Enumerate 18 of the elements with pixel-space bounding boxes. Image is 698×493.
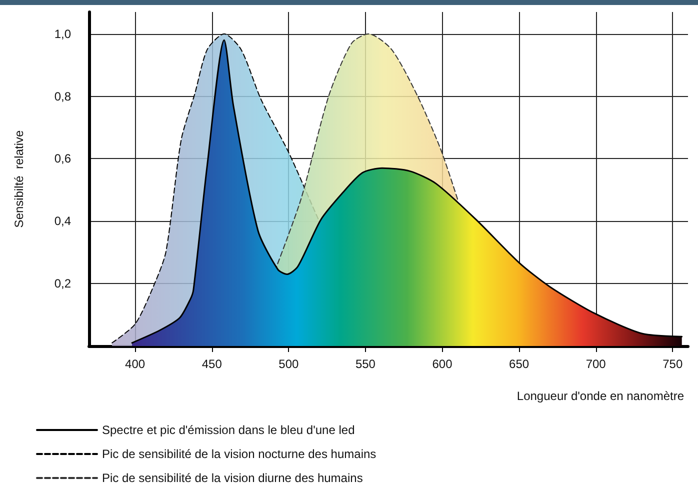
x-axis-title: Longueur d'onde en nanomètre (516, 389, 684, 403)
legend-label: Spectre et pic d'émission dans le bleu d'une led (102, 423, 355, 437)
x-tick-label: 400 (125, 357, 146, 371)
x-tick-label: 550 (355, 357, 376, 371)
x-tick-label: 500 (278, 357, 299, 371)
legend-label: Pic de sensibilité de la vision diurne des humains (102, 471, 363, 485)
x-tick-label: 700 (586, 357, 606, 371)
y-tick-label: 0,6 (54, 152, 72, 166)
x-tick-label: 650 (509, 357, 530, 371)
x-tick-label: 750 (662, 357, 683, 371)
x-tick-label: 600 (432, 357, 453, 371)
y-tick-label: 0,2 (54, 276, 72, 291)
y-tick-label: 0,8 (54, 89, 72, 104)
y-axis-title: Sensibilté relative (12, 130, 26, 228)
y-tick-label: 1,0 (54, 26, 72, 41)
x-tick-label: 450 (202, 357, 222, 371)
y-tick-label: 0,4 (54, 214, 72, 228)
legend-label: Pic de sensibilité de la vision nocturne des humains (102, 447, 376, 461)
